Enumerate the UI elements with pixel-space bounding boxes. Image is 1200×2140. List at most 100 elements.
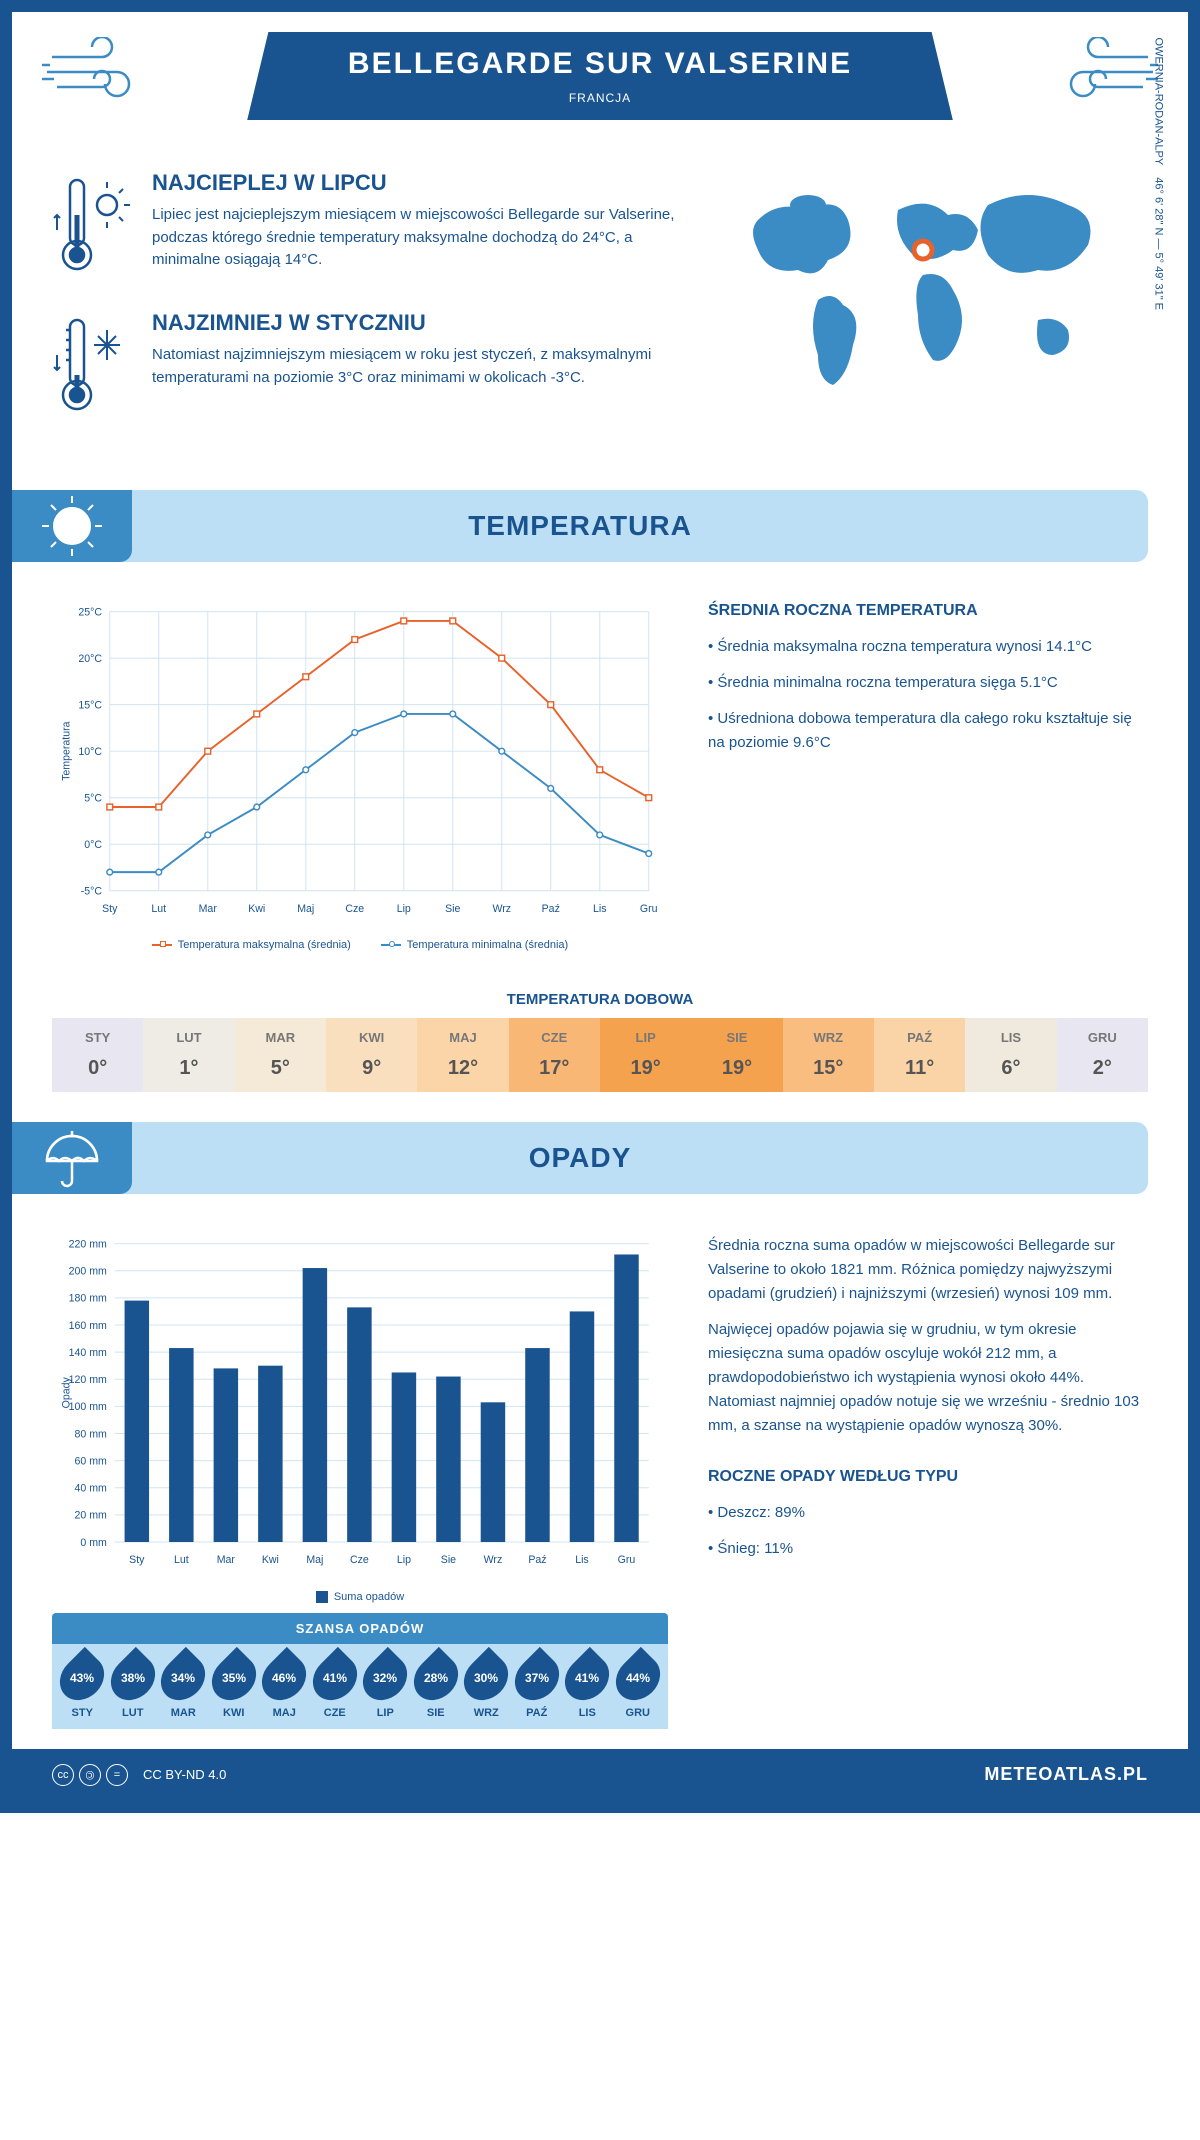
coordinates: OWERNIA-RODAN-ALPY 46° 6' 28" N — 5° 49'… <box>1152 38 1164 311</box>
precip-p2: Najwięcej opadów pojawia się w grudniu, … <box>708 1318 1148 1438</box>
svg-text:100 mm: 100 mm <box>69 1401 107 1413</box>
svg-text:80 mm: 80 mm <box>75 1429 108 1441</box>
svg-text:160 mm: 160 mm <box>69 1320 107 1332</box>
svg-text:200 mm: 200 mm <box>69 1266 107 1278</box>
daily-temp-table: STY 0° LUT 1° MAR 5° KWI 9° MAJ 12° CZE … <box>52 1018 1148 1092</box>
sun-icon <box>12 490 132 562</box>
daily-temp-title: TEMPERATURA DOBOWA <box>12 991 1188 1008</box>
chance-cell: 32% LIP <box>360 1654 411 1719</box>
chance-title: SZANSA OPADÓW <box>52 1613 668 1644</box>
drop-icon: 30% <box>455 1647 517 1709</box>
svg-text:Lut: Lut <box>174 1554 189 1566</box>
precip-type-title: ROCZNE OPADY WEDŁUG TYPU <box>708 1468 1148 1486</box>
drop-icon: 35% <box>203 1647 265 1709</box>
drop-icon: 34% <box>152 1647 214 1709</box>
precip-rain: • Deszcz: 89% <box>708 1501 1148 1525</box>
temp-summary-title: ŚREDNIA ROCZNA TEMPERATURA <box>708 602 1148 620</box>
svg-text:Maj: Maj <box>306 1554 323 1566</box>
precip-snow: • Śnieg: 11% <box>708 1537 1148 1561</box>
page-container: BELLEGARDE SUR VALSERINE FRANCJA NAJCIEP… <box>0 0 1200 1813</box>
drop-icon: 43% <box>51 1647 113 1709</box>
svg-text:Cze: Cze <box>345 903 364 915</box>
svg-text:Gru: Gru <box>618 1554 636 1566</box>
drop-icon: 44% <box>607 1647 669 1709</box>
chance-table: SZANSA OPADÓW 43% STY 38% LUT 34% MAR 35… <box>52 1613 668 1729</box>
svg-text:140 mm: 140 mm <box>69 1347 107 1359</box>
svg-text:Mar: Mar <box>217 1554 236 1566</box>
chance-cell: 35% KWI <box>209 1654 260 1719</box>
thermometer-cold-icon <box>52 310 132 425</box>
svg-text:Mar: Mar <box>199 903 218 915</box>
drop-icon: 38% <box>102 1647 164 1709</box>
svg-text:10°C: 10°C <box>78 746 102 758</box>
precipitation-bar-chart: 0 mm20 mm40 mm60 mm80 mm100 mm120 mm140 … <box>52 1234 668 1581</box>
temp-summary-p2: • Średnia minimalna roczna temperatura s… <box>708 671 1148 695</box>
wind-icon <box>42 37 152 112</box>
temp-summary: ŚREDNIA ROCZNA TEMPERATURA • Średnia mak… <box>708 602 1148 951</box>
svg-text:Gru: Gru <box>640 903 658 915</box>
svg-text:Kwi: Kwi <box>262 1554 279 1566</box>
chance-cell: 46% MAJ <box>259 1654 310 1719</box>
thermometer-hot-icon <box>52 170 132 285</box>
svg-text:Opady: Opady <box>60 1377 72 1409</box>
temp-heading: TEMPERATURA <box>52 510 1108 542</box>
temp-section-header: TEMPERATURA <box>12 490 1148 562</box>
nd-icon: = <box>106 1764 128 1786</box>
precip-chart-row: 0 mm20 mm40 mm60 mm80 mm100 mm120 mm140 … <box>12 1214 1188 1749</box>
cold-title: NAJZIMNIEJ W STYCZNIU <box>152 310 698 336</box>
chance-cell: 28% SIE <box>411 1654 462 1719</box>
temp-cell: LIP 19° <box>600 1018 691 1092</box>
temp-cell: SIE 19° <box>691 1018 782 1092</box>
temp-cell: STY 0° <box>52 1018 143 1092</box>
chance-cell: 30% WRZ <box>461 1654 512 1719</box>
svg-text:-5°C: -5°C <box>81 886 103 898</box>
svg-text:Sty: Sty <box>102 903 118 915</box>
chance-cell: 41% LIS <box>562 1654 613 1719</box>
header: BELLEGARDE SUR VALSERINE FRANCJA <box>12 12 1188 150</box>
temp-cell: GRU 2° <box>1057 1018 1148 1092</box>
svg-text:Kwi: Kwi <box>248 903 265 915</box>
svg-text:15°C: 15°C <box>78 700 102 712</box>
temp-cell: KWI 9° <box>326 1018 417 1092</box>
title-band: BELLEGARDE SUR VALSERINE FRANCJA <box>247 32 953 120</box>
cold-text: Natomiast najzimniejszym miesiącem w rok… <box>152 344 698 389</box>
svg-text:5°C: 5°C <box>84 793 102 805</box>
hot-text: Lipiec jest najcieplejszym miesiącem w m… <box>152 204 698 272</box>
country-label: FRANCJA <box>287 91 913 105</box>
svg-text:Sie: Sie <box>445 903 460 915</box>
hot-block: NAJCIEPLEJ W LIPCU Lipiec jest najcieple… <box>52 170 698 285</box>
license-text: CC BY-ND 4.0 <box>143 1767 226 1782</box>
temp-chart-row: -5°C0°C5°C10°C15°C20°C25°CStyLutMarKwiMa… <box>12 582 1188 971</box>
svg-text:Paź: Paź <box>542 903 560 915</box>
temp-cell: LIS 6° <box>965 1018 1056 1092</box>
svg-text:120 mm: 120 mm <box>69 1374 107 1386</box>
precip-p1: Średnia roczna suma opadów w miejscowośc… <box>708 1234 1148 1306</box>
temp-cell: MAR 5° <box>235 1018 326 1092</box>
drop-icon: 37% <box>506 1647 568 1709</box>
temp-cell: CZE 17° <box>509 1018 600 1092</box>
chance-cell: 34% MAR <box>158 1654 209 1719</box>
temperature-line-chart: -5°C0°C5°C10°C15°C20°C25°CStyLutMarKwiMa… <box>52 602 668 929</box>
svg-text:Lis: Lis <box>575 1554 589 1566</box>
temp-cell: LUT 1° <box>143 1018 234 1092</box>
info-section: NAJCIEPLEJ W LIPCU Lipiec jest najcieple… <box>12 150 1188 470</box>
svg-text:20°C: 20°C <box>78 653 102 665</box>
chance-cell: 43% STY <box>57 1654 108 1719</box>
precip-text: Średnia roczna suma opadów w miejscowośc… <box>708 1234 1148 1729</box>
chance-cell: 44% GRU <box>613 1654 664 1719</box>
cold-block: NAJZIMNIEJ W STYCZNIU Natomiast najzimni… <box>52 310 698 425</box>
svg-text:Wrz: Wrz <box>484 1554 503 1566</box>
footer: cc 🄯 = CC BY-ND 4.0 METEOATLAS.PL <box>12 1749 1188 1801</box>
svg-text:Wrz: Wrz <box>492 903 511 915</box>
svg-text:Lut: Lut <box>151 903 166 915</box>
temp-legend: Temperatura maksymalna (średnia) Tempera… <box>52 939 668 951</box>
temp-summary-p1: • Średnia maksymalna roczna temperatura … <box>708 635 1148 659</box>
drop-icon: 41% <box>304 1647 366 1709</box>
hot-title: NAJCIEPLEJ W LIPCU <box>152 170 698 196</box>
world-map: OWERNIA-RODAN-ALPY 46° 6' 28" N — 5° 49'… <box>728 170 1148 450</box>
svg-text:Paź: Paź <box>528 1554 546 1566</box>
page-title: BELLEGARDE SUR VALSERINE <box>287 47 913 81</box>
drop-icon: 28% <box>405 1647 467 1709</box>
precip-legend: Suma opadów <box>52 1591 668 1603</box>
temp-summary-p3: • Uśredniona dobowa temperatura dla całe… <box>708 707 1148 755</box>
